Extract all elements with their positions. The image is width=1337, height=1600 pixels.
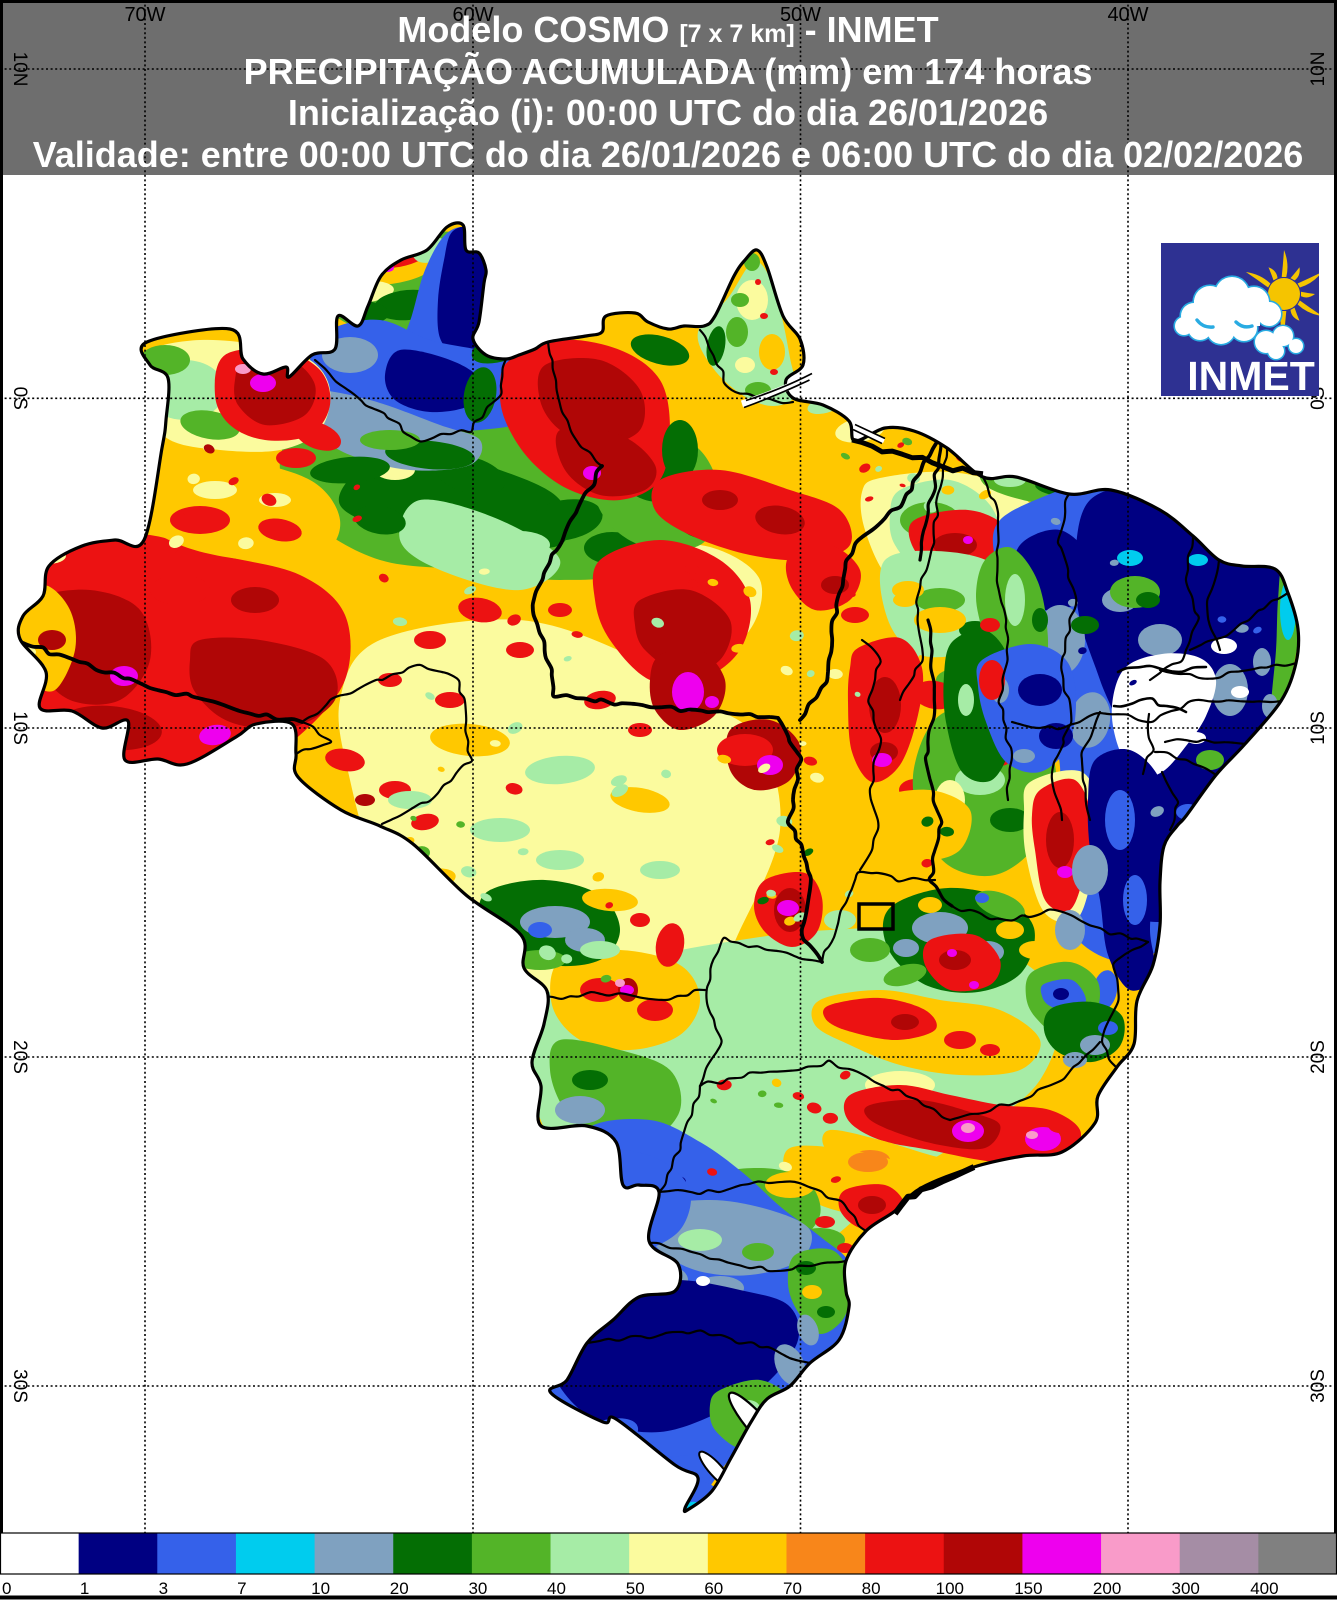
svg-text:400: 400 <box>1250 1579 1278 1598</box>
svg-text:150: 150 <box>1014 1579 1042 1598</box>
svg-text:PRECIPITAÇÃO ACUMULADA (mm) em: PRECIPITAÇÃO ACUMULADA (mm) em 174 horas <box>244 50 1093 92</box>
svg-text:20S: 20S <box>9 1040 30 1074</box>
svg-text:3: 3 <box>159 1579 168 1598</box>
svg-text:70: 70 <box>783 1579 802 1598</box>
svg-text:200: 200 <box>1093 1579 1121 1598</box>
svg-text:Inicialização (i): 00:00 UTC d: Inicialização (i): 00:00 UTC do dia 26/0… <box>288 92 1048 133</box>
svg-text:10S: 10S <box>1308 711 1329 745</box>
svg-text:30: 30 <box>468 1579 487 1598</box>
svg-text:10: 10 <box>311 1579 330 1598</box>
svg-text:50: 50 <box>626 1579 645 1598</box>
svg-text:20: 20 <box>390 1579 409 1598</box>
svg-text:0: 0 <box>2 1579 11 1598</box>
svg-text:7: 7 <box>237 1579 246 1598</box>
svg-text:0S: 0S <box>9 387 30 410</box>
svg-text:1: 1 <box>80 1579 89 1598</box>
svg-text:60: 60 <box>704 1579 723 1598</box>
svg-text:20S: 20S <box>1308 1040 1329 1074</box>
svg-text:30S: 30S <box>1308 1369 1329 1403</box>
svg-text:80: 80 <box>862 1579 881 1598</box>
svg-text:Modelo COSMO [7 x 7 km] - INME: Modelo COSMO [7 x 7 km] - INMET <box>397 9 938 50</box>
svg-text:INMET: INMET <box>1187 353 1315 399</box>
svg-text:40: 40 <box>547 1579 566 1598</box>
svg-text:Validade: entre 00:00 UTC do d: Validade: entre 00:00 UTC do dia 26/01/2… <box>33 134 1304 175</box>
svg-text:300: 300 <box>1172 1579 1200 1598</box>
svg-text:10S: 10S <box>9 711 30 745</box>
svg-text:100: 100 <box>936 1579 964 1598</box>
svg-text:30S: 30S <box>9 1369 30 1403</box>
